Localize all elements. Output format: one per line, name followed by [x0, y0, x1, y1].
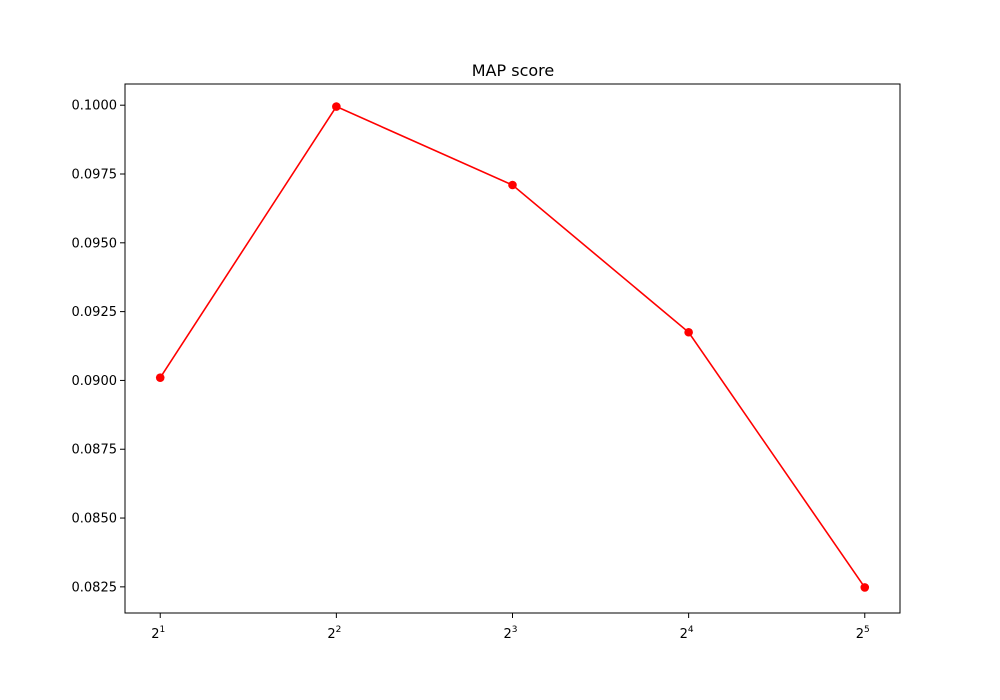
x-tick-label: 25	[856, 625, 870, 642]
series-line	[159, 105, 866, 588]
data-point-marker	[332, 102, 341, 111]
data-point-marker	[155, 373, 165, 382]
x-tick-exponent: 3	[512, 625, 518, 635]
x-tick-exponent: 1	[160, 625, 166, 635]
y-tick-label: 0.1000	[72, 99, 118, 114]
x-tick-base: 2	[856, 627, 864, 642]
data-point-marker	[860, 583, 870, 592]
x-tick-exponent: 5	[864, 625, 870, 635]
chart-title: MAP score	[472, 61, 554, 80]
x-tick-exponent: 4	[688, 625, 694, 635]
y-axis: 0.0825 0.0850 0.0875 0.0900 0.0925 0.0950 0.09…	[72, 99, 125, 595]
x-tick-label: 22	[327, 625, 341, 642]
plot-frame	[124, 83, 901, 614]
y-tick-label: 0.0925	[72, 305, 118, 320]
x-tick-label: 21	[151, 625, 165, 642]
x-tick-base: 2	[327, 627, 335, 642]
x-tick-base: 2	[151, 627, 159, 642]
plot-series	[155, 102, 870, 592]
y-tick-label: 0.0900	[72, 374, 118, 389]
y-tick-label: 0.0850	[72, 512, 118, 527]
x-tick-base: 2	[503, 627, 511, 642]
x-tick-label: 24	[680, 625, 694, 642]
data-point-marker	[684, 327, 693, 337]
x-tick-label: 23	[503, 625, 517, 642]
y-tick-label: 0.0825	[72, 580, 118, 595]
x-tick-exponent: 2	[336, 625, 342, 635]
y-tick-label: 0.0875	[72, 443, 118, 458]
y-tick-label: 0.0950	[72, 236, 118, 251]
x-axis: 21 22 23 24 25	[151, 613, 870, 642]
y-tick-label: 0.0975	[72, 168, 118, 183]
x-tick-base: 2	[680, 627, 688, 642]
data-point-marker	[508, 180, 517, 190]
